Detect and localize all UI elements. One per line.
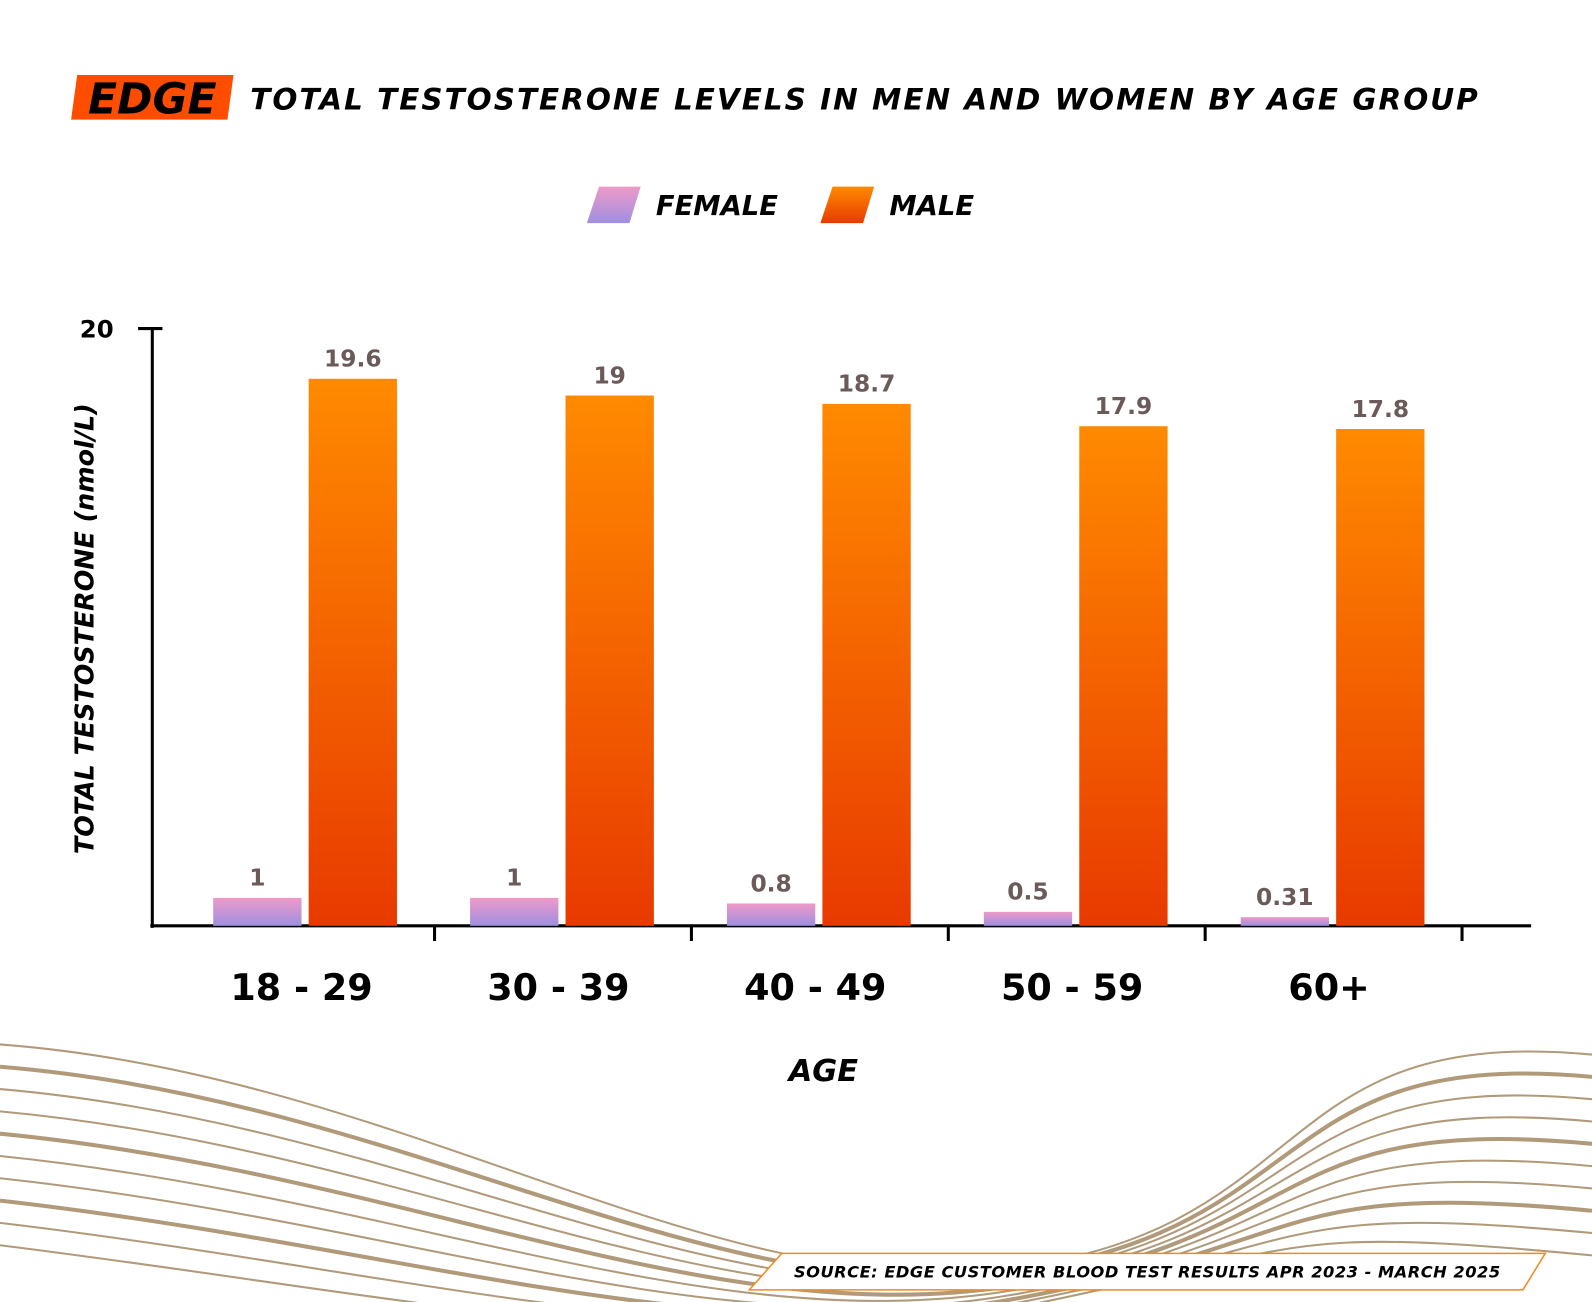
- x-tick-label: 40 - 49: [744, 966, 886, 1009]
- legend-label-female: FEMALE: [656, 191, 778, 222]
- female-bar: [983, 911, 1073, 926]
- data-label: 1: [249, 864, 265, 892]
- male-bar: [308, 378, 397, 926]
- wave-line: [0, 1198, 1592, 1302]
- data-label: 19: [593, 361, 625, 389]
- data-label: 17.8: [1352, 395, 1410, 423]
- source-box: SOURCE: EDGE CUSTOMER BLOOD TEST RESULTS…: [747, 1252, 1547, 1291]
- data-label: 0.5: [1007, 878, 1048, 906]
- legend-swatch-male: [820, 186, 875, 224]
- female-bar: [470, 897, 559, 926]
- x-axis-label: AGE: [787, 1054, 859, 1089]
- legend-label-male: MALE: [889, 191, 974, 222]
- female-bar: [1240, 917, 1330, 926]
- female-bar: [726, 903, 816, 926]
- legend-swatch-female: [586, 186, 641, 224]
- data-label: 1: [506, 864, 522, 892]
- female-bar: [213, 897, 302, 926]
- logo: EDGE: [71, 75, 234, 125]
- male-bar: [1079, 426, 1168, 926]
- decorative-waves: [0, 1043, 1592, 1302]
- wave-line: [0, 1221, 1592, 1302]
- x-tick-label: 60+: [1288, 966, 1369, 1009]
- y-axis-label: TOTAL TESTOSTERONE (nmol/L): [69, 403, 99, 854]
- wave-line: [0, 1177, 1592, 1302]
- chart-title: TOTAL TESTOSTERONE LEVELS IN MEN AND WOM…: [250, 83, 1479, 117]
- data-label: 17.9: [1095, 392, 1153, 420]
- legend: FEMALE MALE: [586, 186, 974, 224]
- y-tick-label: 20: [80, 315, 114, 344]
- male-bar: [1336, 429, 1425, 926]
- logo-text: EDGE: [88, 75, 217, 125]
- male-bar: [822, 403, 911, 926]
- x-tick-label: 50 - 59: [1001, 966, 1143, 1009]
- x-tick-label: 30 - 39: [487, 966, 629, 1009]
- wave-line: [0, 1131, 1592, 1297]
- male-bar: [565, 395, 654, 926]
- wave-line: [0, 1154, 1592, 1302]
- data-label: 19.6: [324, 345, 382, 373]
- data-label: 18.7: [838, 370, 896, 398]
- data-label: 0.31: [1256, 883, 1314, 911]
- source-text: SOURCE: EDGE CUSTOMER BLOOD TEST RESULTS…: [794, 1263, 1501, 1282]
- x-tick-label: 18 - 29: [230, 966, 372, 1009]
- wave-line: [0, 1240, 1592, 1302]
- data-label: 0.8: [750, 869, 791, 897]
